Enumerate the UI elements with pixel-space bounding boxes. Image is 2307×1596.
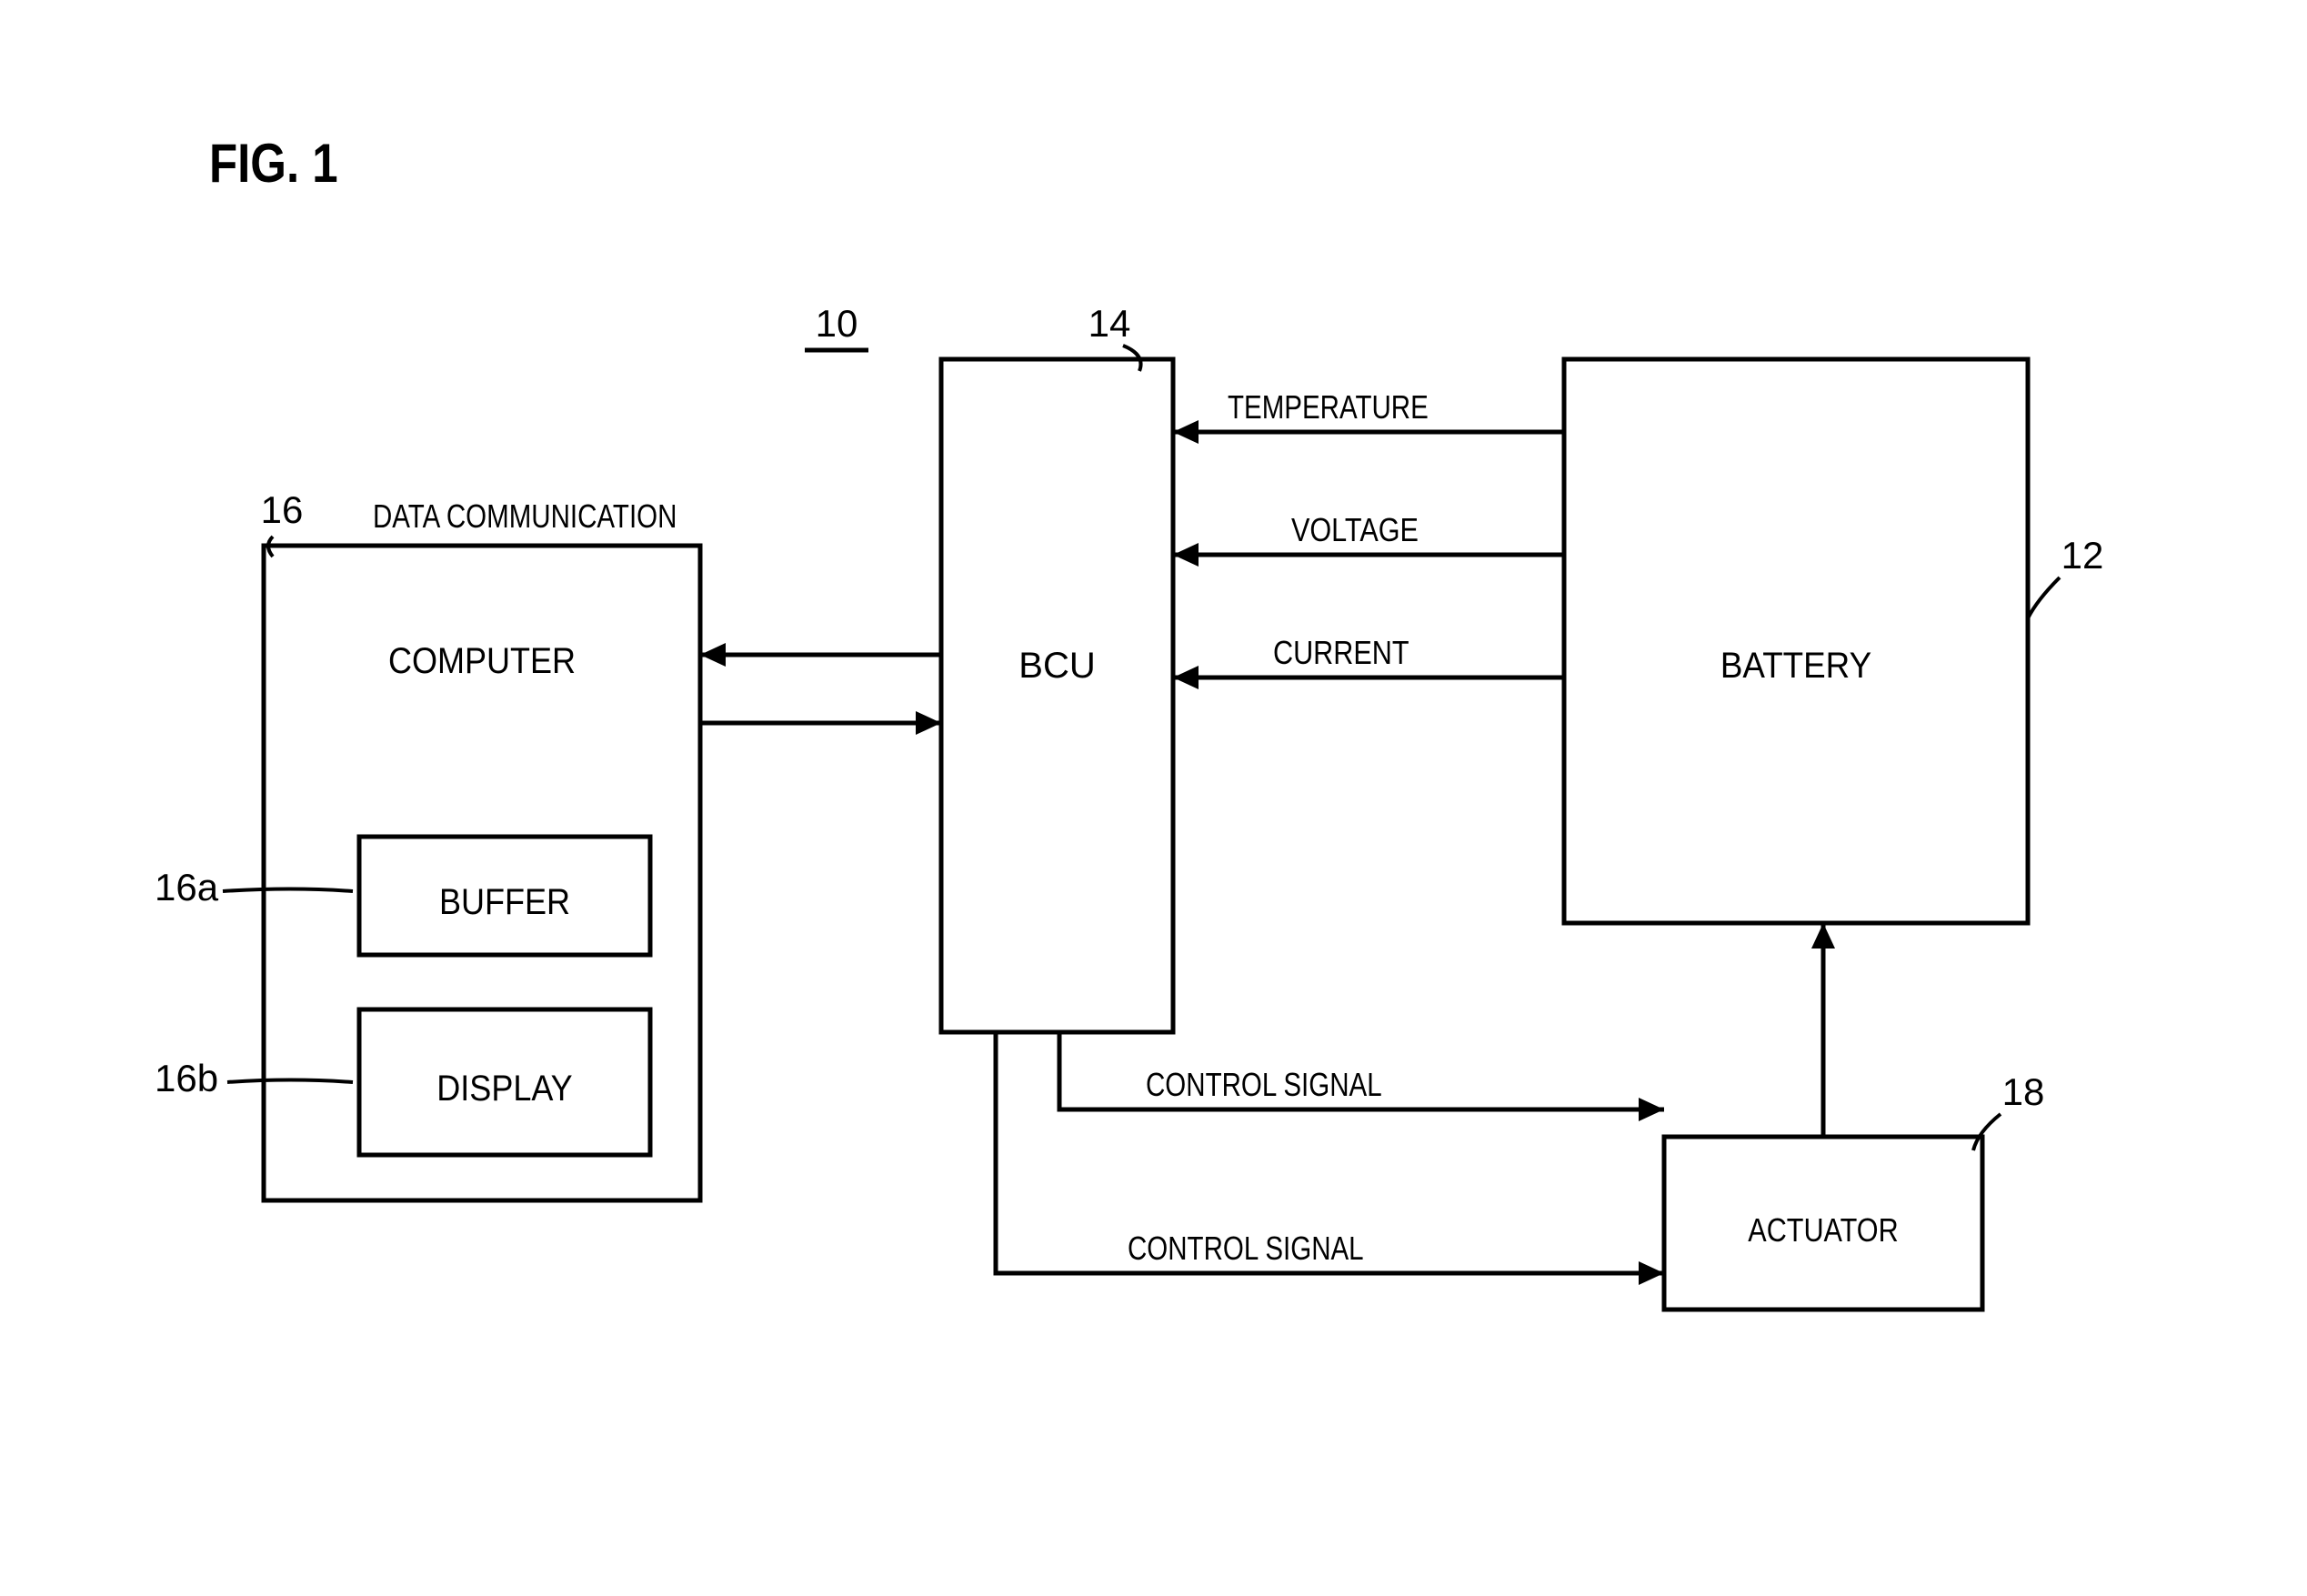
battery-ref-lead — [2028, 577, 2060, 618]
bcu-box — [941, 359, 1173, 1032]
arrow-voltage-head — [1173, 543, 1199, 567]
bcu-ref: 14 — [1088, 302, 1131, 345]
actuator-ref-lead — [1973, 1114, 2001, 1150]
battery-ref: 12 — [2061, 534, 2104, 577]
display-ref: 16b — [155, 1057, 218, 1099]
buffer-label: BUFFER — [439, 882, 570, 922]
computer-label: COMPUTER — [388, 641, 576, 681]
data-communication-label: DATA COMMUNICATION — [373, 497, 677, 534]
battery-label: BATTERY — [1720, 646, 1871, 687]
arrow-bcu-to-computer-head — [700, 643, 726, 667]
control-signal-1-label: CONTROL SIGNAL — [1146, 1066, 1382, 1102]
bcu-label: BCU — [1018, 646, 1095, 686]
arrow-control-signal-2-head — [1639, 1261, 1664, 1285]
actuator-ref: 18 — [2002, 1070, 2045, 1113]
arrow-control-signal-1-head — [1639, 1098, 1664, 1121]
display-label: DISPLAY — [436, 1069, 572, 1109]
buffer-ref-lead — [223, 889, 353, 892]
control-signal-2-label: CONTROL SIGNAL — [1128, 1230, 1364, 1266]
arrow-computer-to-bcu-head — [916, 711, 941, 735]
current-label: CURRENT — [1273, 636, 1409, 672]
voltage-label: VOLTAGE — [1291, 513, 1419, 549]
actuator-label: ACTUATOR — [1748, 1213, 1898, 1250]
figure-label: FIG. 1 — [209, 133, 338, 194]
battery-box — [1564, 359, 2028, 923]
arrow-actuator-to-battery-head — [1811, 923, 1835, 949]
buffer-ref: 16a — [155, 866, 219, 908]
temperature-label: TEMPERATURE — [1228, 388, 1429, 425]
system-ref: 10 — [816, 302, 858, 345]
arrow-temperature-head — [1173, 420, 1199, 444]
arrow-current-head — [1173, 666, 1199, 689]
computer-ref: 16 — [261, 488, 304, 531]
display-ref-lead — [227, 1080, 353, 1083]
